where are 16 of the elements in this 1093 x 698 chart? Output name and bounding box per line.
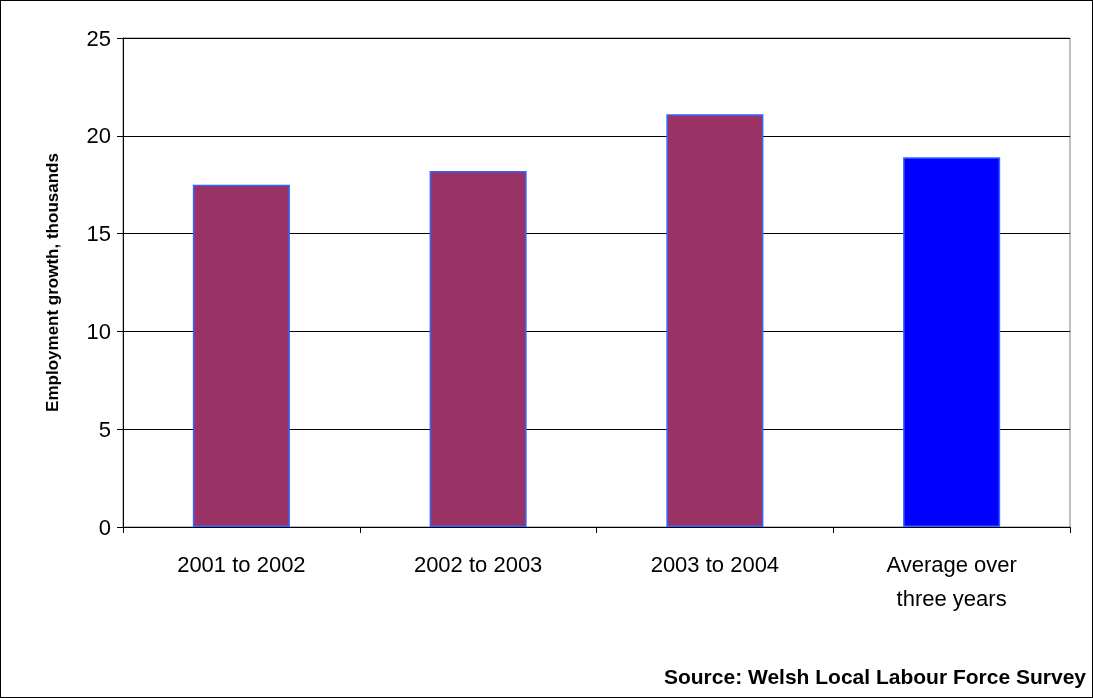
y-axis-title: Employment growth, thousands [43, 153, 62, 412]
y-tick-label: 0 [98, 514, 111, 540]
source-note: Source: Welsh Local Labour Force Survey [663, 665, 1087, 688]
bar [903, 157, 1001, 527]
x-tick-label: 2001 to 2002 [177, 551, 306, 577]
x-tick-label: 2003 to 2004 [650, 551, 780, 577]
y-tick-label: 20 [86, 123, 111, 149]
bar [666, 114, 764, 527]
y-tick-label: 15 [86, 221, 111, 247]
x-tick-label: Average over three years [886, 551, 1017, 611]
y-tick-label: 10 [86, 318, 111, 344]
bar [192, 184, 290, 527]
x-tick-label: 2002 to 2003 [413, 551, 543, 577]
bar [429, 171, 527, 527]
y-tick-label: 25 [86, 25, 111, 51]
y-tick-label: 5 [98, 416, 111, 442]
